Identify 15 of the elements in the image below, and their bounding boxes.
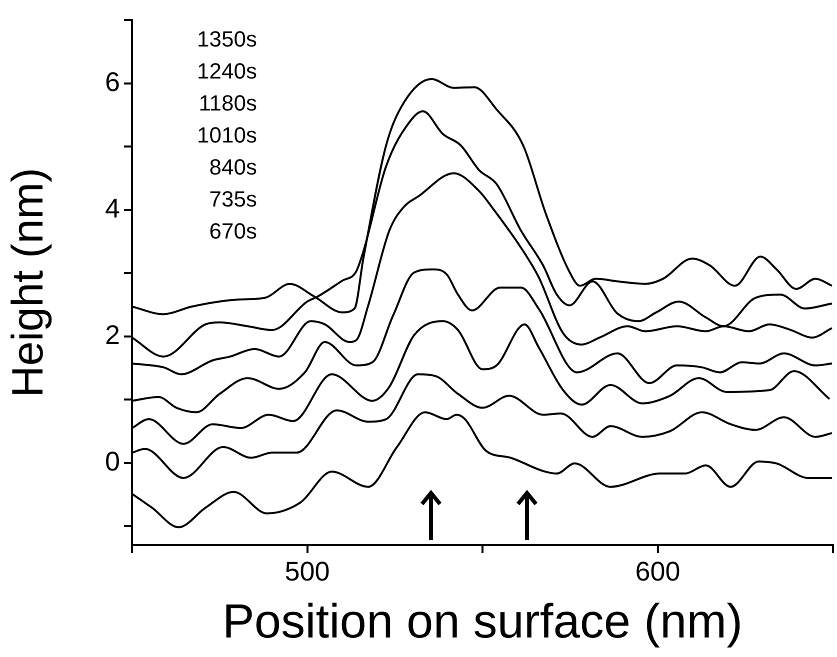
annotation: 1180s: [198, 90, 257, 116]
y-tick-label: 0: [104, 446, 120, 476]
y-tick-label: 6: [104, 66, 120, 97]
y-axis-title: Height (nm): [4, 168, 53, 398]
y-tick-label: 2: [104, 320, 120, 350]
annotation: 840s: [209, 154, 257, 180]
annotation: 1350s: [197, 26, 257, 52]
annotation: 735s: [209, 186, 257, 212]
y-tick-label: 4: [104, 193, 120, 224]
annotation: 1240s: [197, 58, 257, 84]
x-tick-label: 600: [635, 556, 680, 587]
x-axis-title: Position on surface (nm): [222, 595, 743, 648]
annotation: 670s: [209, 218, 257, 244]
x-tick-label: 500: [284, 556, 330, 587]
annotation: 1010s: [197, 122, 257, 148]
